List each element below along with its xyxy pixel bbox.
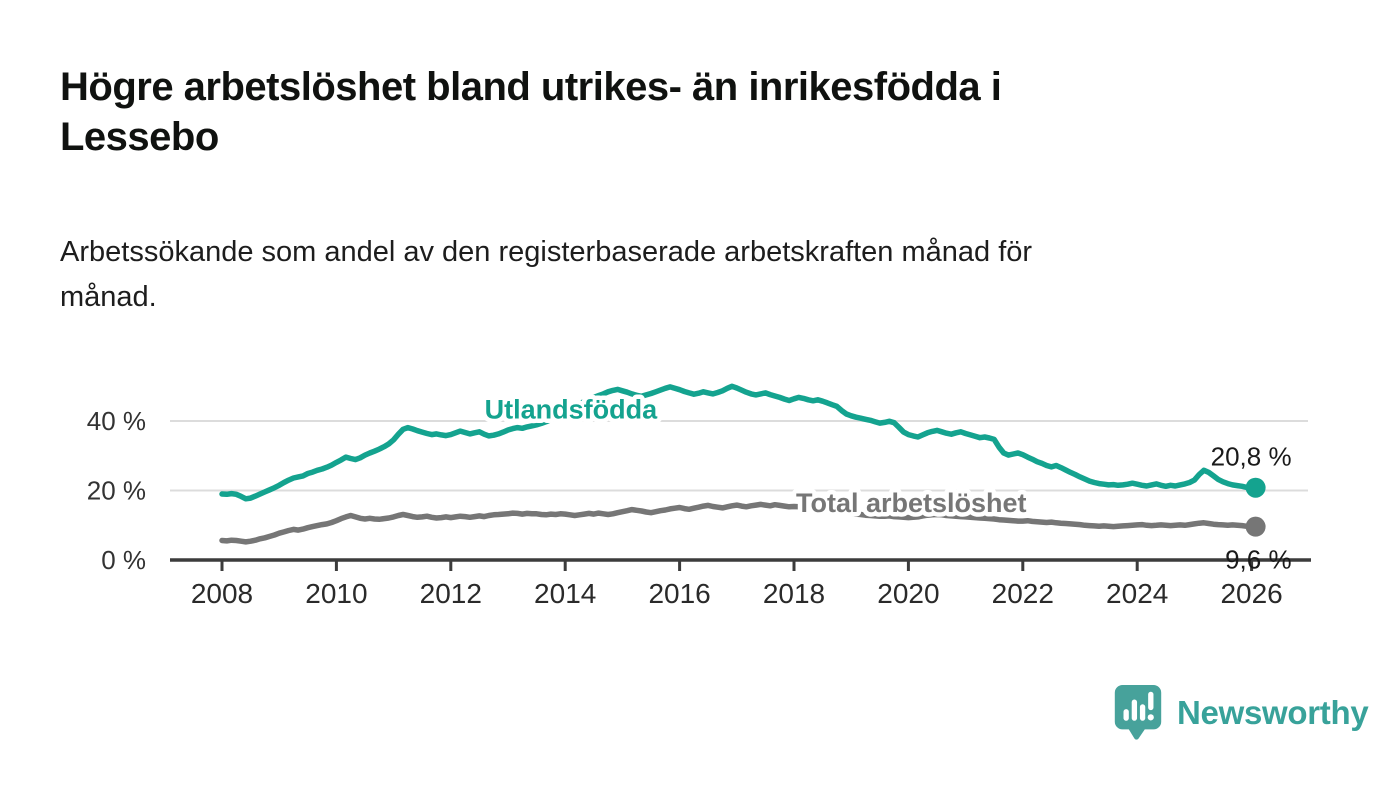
chart-subtitle-line-2: månad. xyxy=(60,281,157,313)
series-line-0 xyxy=(219,383,1255,502)
x-tick-label-2010: 2010 xyxy=(305,578,367,609)
x-tick-label-2016: 2016 xyxy=(648,578,710,609)
x-tick-label-2018: 2018 xyxy=(763,578,825,609)
x-tick-label-2008: 2008 xyxy=(191,578,253,609)
series-name-label-0: Utlandsfödda xyxy=(485,395,658,425)
y-tick-label-40: 40 % xyxy=(87,406,146,436)
x-tick-label-2024: 2024 xyxy=(1106,578,1168,609)
series-line-1 xyxy=(219,501,1255,545)
series-end-value-label-0: 20,8 % xyxy=(1211,442,1292,472)
series-name-label-1: Total arbetslöshet xyxy=(796,488,1027,518)
chart-subtitle-line-1: Arbetssökande som andel av den registerb… xyxy=(60,236,1033,268)
x-tick-label-2026: 2026 xyxy=(1220,578,1282,609)
x-tick-label-2012: 2012 xyxy=(420,578,482,609)
page-title: Högre arbetslöshet bland utrikes- än inr… xyxy=(60,62,1260,162)
line-chart: 2008 2010 2012 2014 2016 2018 2020 2022 2024 2026… xyxy=(0,355,1400,620)
newsworthy-wordmark: Newsworthy xyxy=(1177,694,1369,731)
series-end-dot-1 xyxy=(1245,516,1266,537)
logo-bar-1 xyxy=(1123,709,1129,721)
speech-bubble-shape xyxy=(1114,684,1162,740)
series-end-dot-0 xyxy=(1245,477,1266,498)
newsworthy-logo-icon xyxy=(1114,684,1162,740)
x-tick-label-2014: 2014 xyxy=(534,578,596,609)
logo-exclamation-bar xyxy=(1148,691,1154,711)
chart-subtitle: Arbetssökande som andel av den registerb… xyxy=(60,230,1280,320)
logo-bar-2 xyxy=(1131,699,1138,721)
x-tick-label-2022: 2022 xyxy=(992,578,1054,609)
chart-svg: 2008 2010 2012 2014 2016 2018 2020 2022 2024 2026… xyxy=(87,383,1311,609)
x-tick-label-2020: 2020 xyxy=(877,578,939,609)
logo-bar-3 xyxy=(1139,704,1146,721)
page-title-line-1: Högre arbetslöshet bland utrikes- än inr… xyxy=(60,65,1002,109)
logo-exclamation-dot xyxy=(1147,714,1154,721)
page-title-line-2: Lessebo xyxy=(60,115,219,159)
y-tick-label-0: 0 % xyxy=(101,545,146,575)
y-tick-label-20: 20 % xyxy=(87,476,146,506)
series-end-value-label-1: 9,6 % xyxy=(1225,545,1292,575)
newsworthy-logo: Newsworthy xyxy=(1112,684,1369,742)
